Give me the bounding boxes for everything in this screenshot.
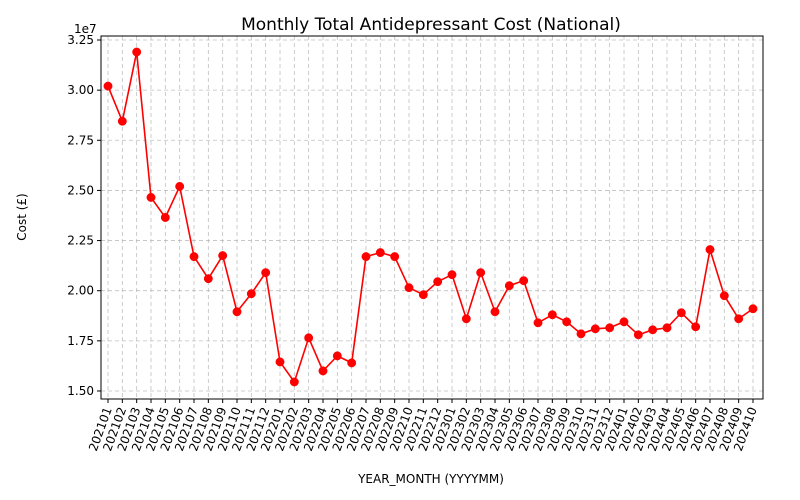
data-point bbox=[519, 276, 529, 286]
plot-area-frame bbox=[100, 35, 764, 400]
series-line bbox=[107, 51, 754, 383]
data-point bbox=[590, 324, 600, 334]
data-point bbox=[160, 213, 170, 222]
data-point bbox=[404, 283, 414, 293]
data-point bbox=[318, 366, 328, 376]
data-point bbox=[418, 290, 428, 300]
data-point bbox=[719, 291, 729, 301]
data-point bbox=[576, 329, 586, 339]
y-tick-label: 2.75 bbox=[67, 133, 94, 147]
data-point bbox=[347, 358, 357, 368]
data-point bbox=[676, 308, 686, 318]
data-point bbox=[390, 252, 400, 262]
data-point bbox=[218, 251, 228, 261]
data-point bbox=[146, 192, 156, 202]
data-point bbox=[547, 310, 557, 320]
y-offset-label: 1e7 bbox=[74, 22, 97, 36]
data-point bbox=[691, 322, 701, 332]
data-point bbox=[289, 377, 299, 387]
data-point bbox=[461, 314, 471, 324]
data-point bbox=[734, 314, 744, 324]
data-point bbox=[332, 351, 342, 361]
data-point bbox=[275, 357, 285, 367]
data-point bbox=[748, 304, 758, 314]
grid-layer bbox=[101, 36, 763, 399]
data-point bbox=[304, 333, 314, 343]
y-tick-label: 3.00 bbox=[67, 83, 94, 97]
data-point bbox=[375, 248, 385, 258]
data-point bbox=[605, 323, 615, 333]
data-point bbox=[261, 268, 271, 278]
y-tick-label: 1.50 bbox=[67, 384, 94, 398]
y-tick-label: 1.75 bbox=[67, 334, 94, 348]
data-point bbox=[361, 252, 371, 262]
data-point bbox=[103, 81, 113, 91]
data-point bbox=[705, 245, 715, 255]
data-point bbox=[476, 268, 486, 278]
y-axis-label: Cost (£) bbox=[15, 193, 29, 241]
data-point bbox=[433, 277, 443, 287]
y-tick-label: 2.25 bbox=[67, 234, 94, 248]
tick-layer: 1.501.752.002.252.502.753.003.2520210120… bbox=[67, 33, 760, 453]
data-point bbox=[662, 323, 672, 333]
x-axis-label: YEAR_MONTH (YYYYMM) bbox=[357, 472, 504, 486]
data-point bbox=[619, 317, 629, 327]
data-point bbox=[117, 116, 127, 126]
y-tick-label: 2.50 bbox=[67, 183, 94, 197]
y-tick-label: 2.00 bbox=[67, 284, 94, 298]
data-point bbox=[447, 270, 457, 280]
data-point bbox=[232, 307, 242, 317]
chart-title: Monthly Total Antidepressant Cost (Natio… bbox=[241, 15, 621, 35]
data-point bbox=[175, 181, 185, 191]
data-point bbox=[203, 274, 213, 284]
data-point bbox=[246, 289, 256, 299]
data-point bbox=[490, 307, 500, 317]
data-point bbox=[648, 325, 658, 335]
data-point bbox=[533, 318, 543, 328]
data-point bbox=[562, 317, 572, 327]
data-point bbox=[132, 47, 142, 57]
y-tick-label: 3.25 bbox=[67, 33, 94, 47]
data-point bbox=[189, 252, 199, 262]
series-layer bbox=[103, 47, 758, 387]
data-point bbox=[633, 330, 643, 340]
data-point bbox=[504, 281, 514, 291]
